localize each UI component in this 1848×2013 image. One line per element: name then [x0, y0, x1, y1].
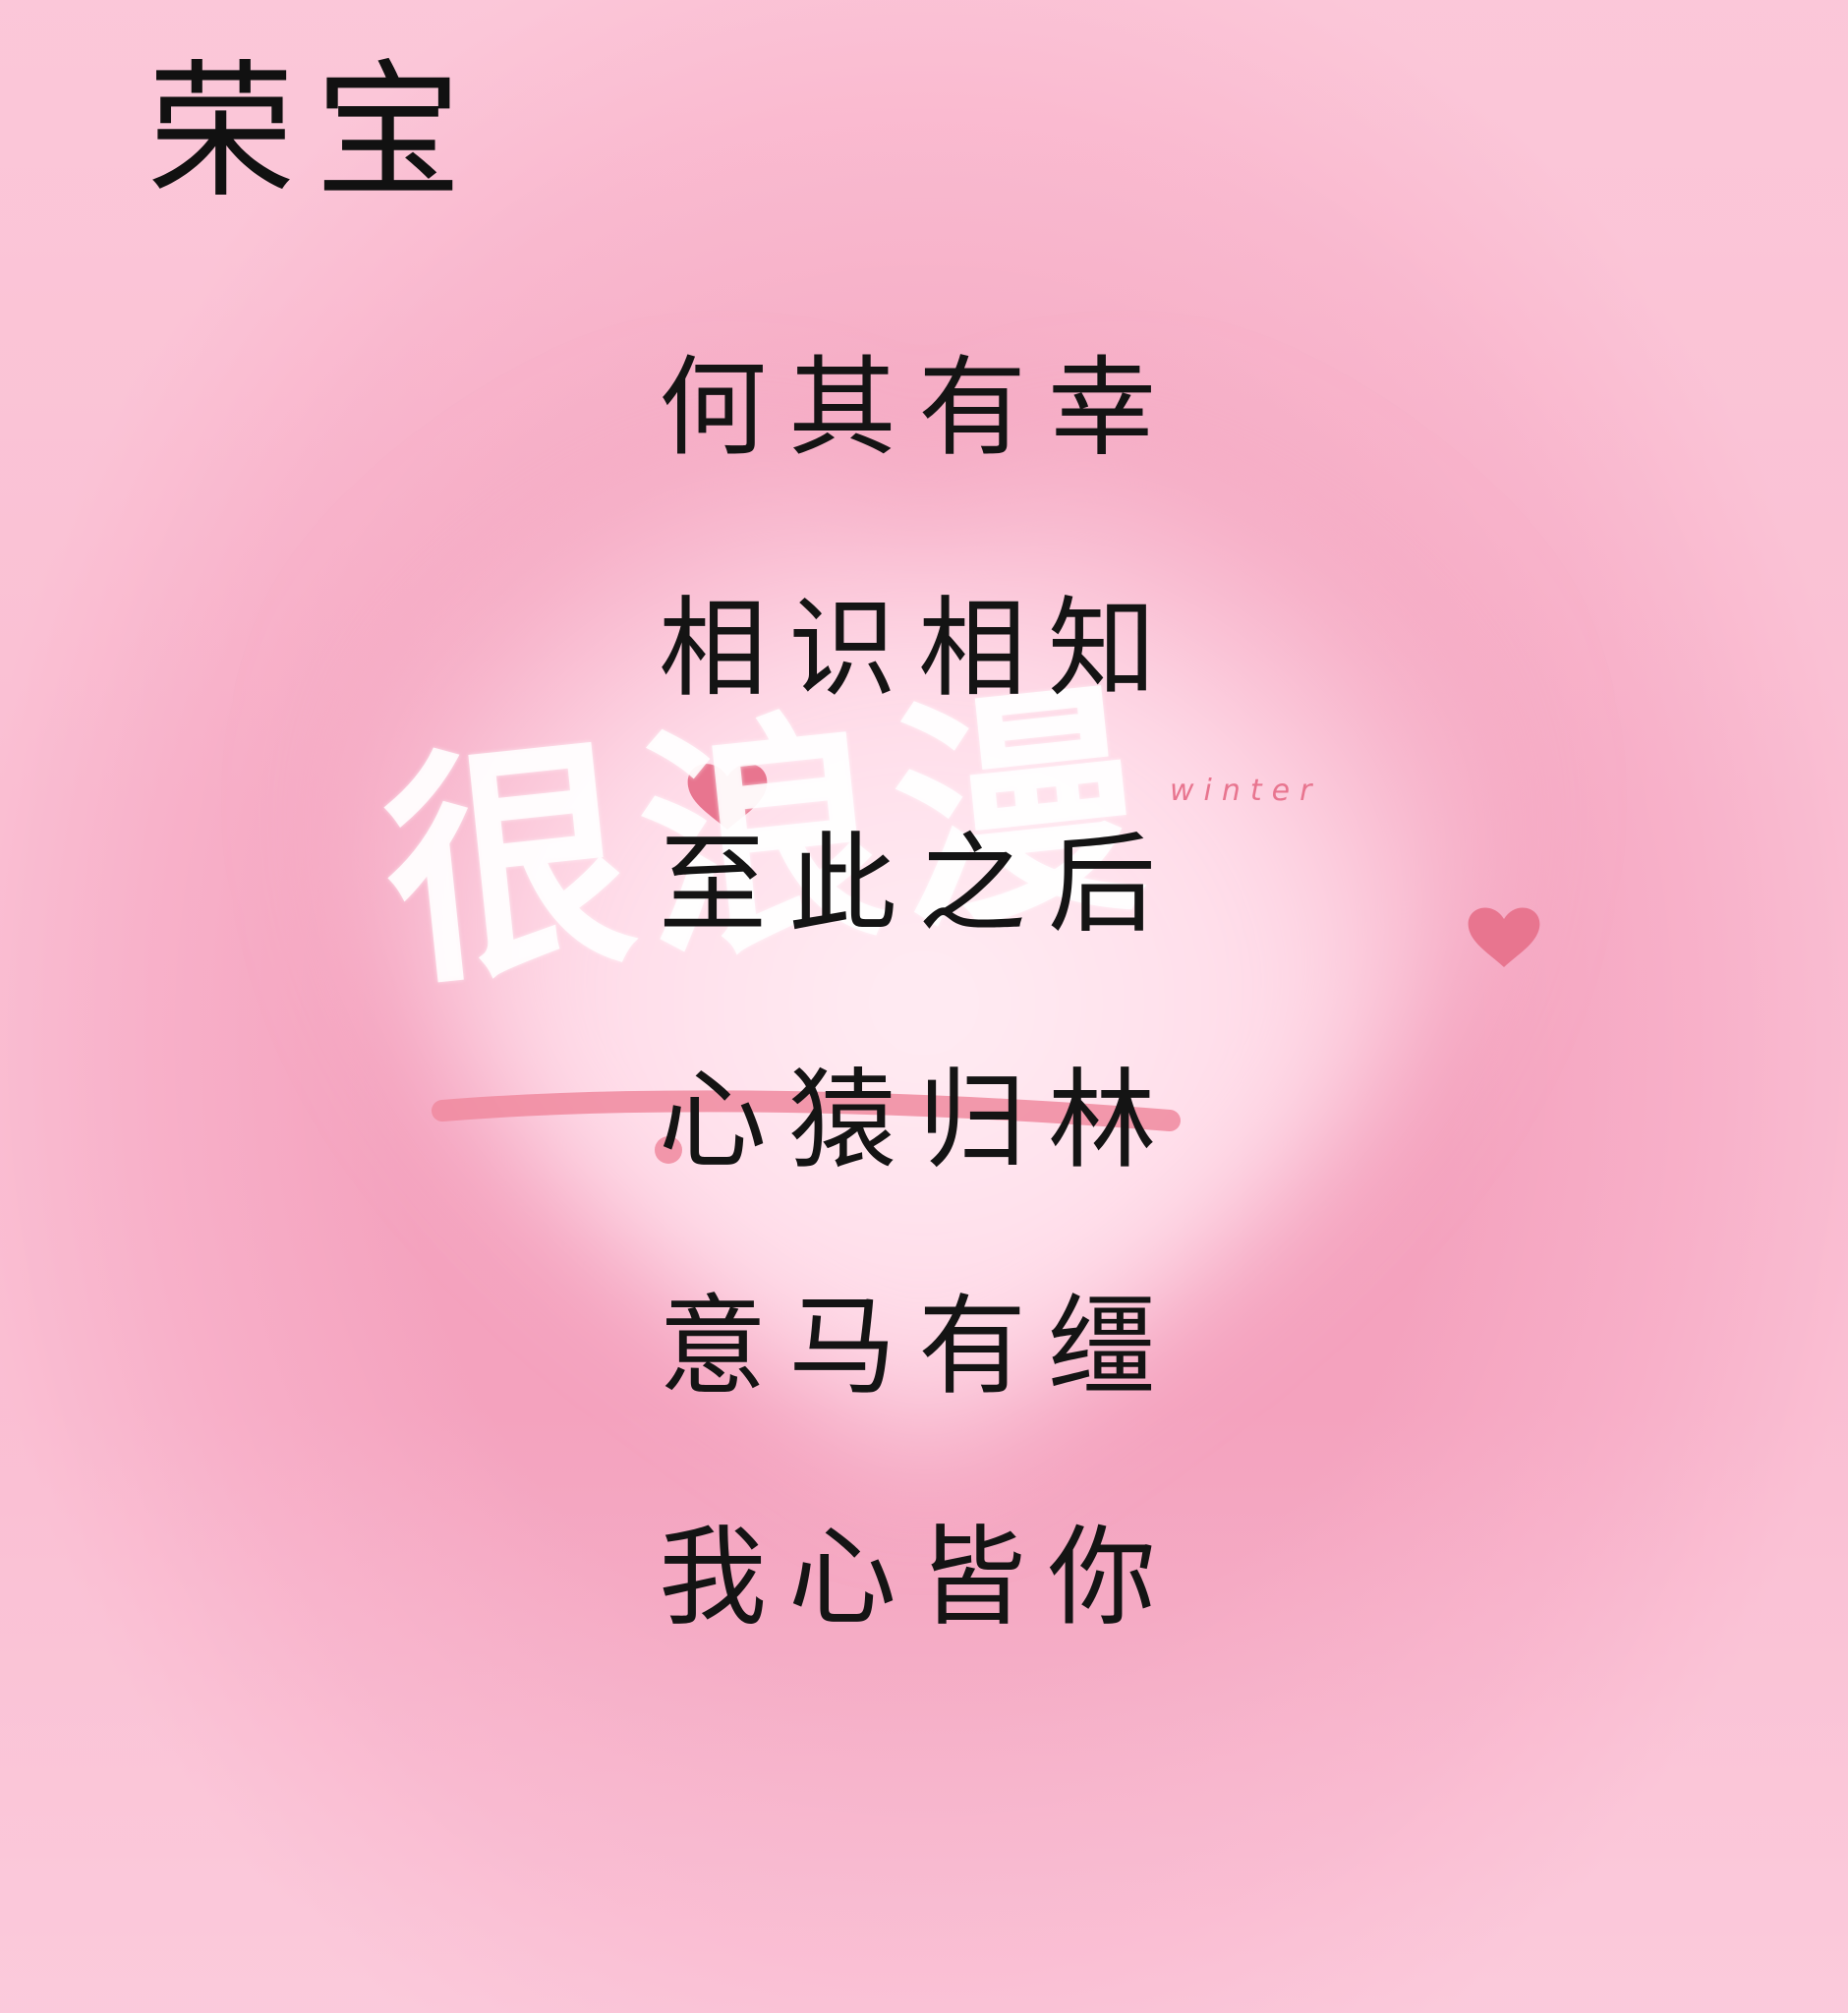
poem-line: 相识相知 [659, 586, 1178, 712]
watermark-english: winter [1170, 774, 1322, 808]
page-title: 荣宝 [147, 47, 483, 218]
poem-line: 至此之后 [659, 822, 1178, 948]
brush-dot [655, 1136, 682, 1164]
small-heart-icon [1468, 907, 1540, 967]
small-heart-icon [687, 764, 768, 830]
poem-line: 意马有缰 [659, 1284, 1178, 1409]
poem-line: 何其有幸 [659, 345, 1178, 471]
poem-line: 我心皆你 [659, 1515, 1178, 1640]
heart-shape [353, 427, 1495, 1475]
brush-stroke [432, 1090, 1181, 1131]
poem-line: 心猿归林 [659, 1058, 1178, 1183]
